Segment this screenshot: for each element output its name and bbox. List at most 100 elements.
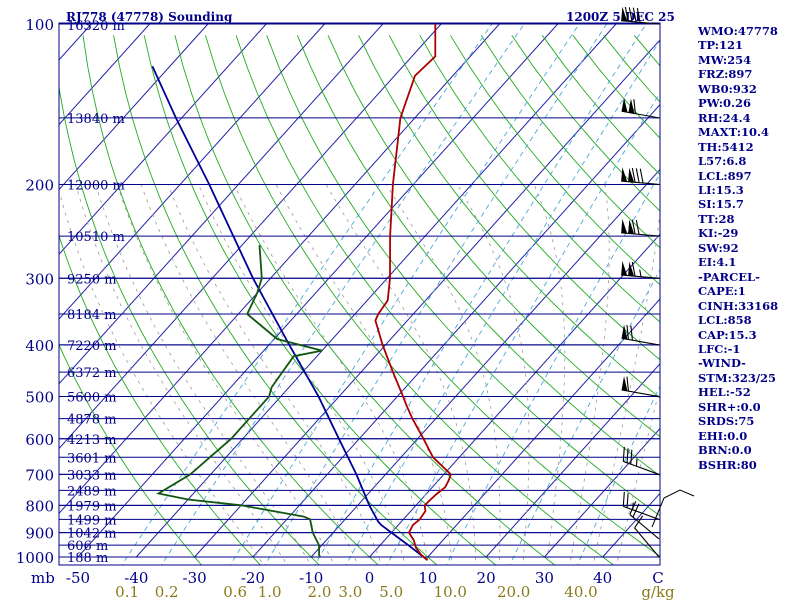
- wind-profile: [621, 6, 695, 558]
- mixing-ratio-tick-label: 0.1: [115, 583, 139, 600]
- index-item: SHR+:0.0: [698, 399, 761, 414]
- temperature-tick-label: -40: [124, 569, 148, 587]
- pressure-tick-label: 1000: [16, 549, 54, 567]
- index-item: LFC:-1: [698, 341, 741, 356]
- isotherm-line: [369, 233, 660, 558]
- wind-barb: [621, 6, 660, 25]
- isotherm-line: [59, 23, 325, 320]
- wind-barb: [621, 324, 660, 346]
- mixing-ratio-line: [229, 23, 580, 565]
- index-item: EHI:0.0: [698, 428, 748, 443]
- temperature-unit-label: C: [652, 569, 663, 587]
- mixing-ratio-tick-label: 3.0: [338, 583, 362, 600]
- index-item: FRZ:897: [698, 67, 753, 82]
- isotherm-line: [252, 103, 660, 558]
- mixing-ratio-line: [314, 23, 647, 565]
- height-tick-label: 3033 m: [67, 468, 117, 483]
- wind-barb: [622, 491, 660, 520]
- mixing-ratio-unit-label: g/kg: [641, 583, 675, 600]
- index-item: -WIND-: [698, 356, 746, 371]
- height-tick-label: 188 m: [67, 551, 108, 566]
- dry-adiabat-line: [450, 35, 660, 286]
- moist-adiabat-line: [233, 184, 430, 565]
- temperature-tick-label: -30: [183, 569, 207, 587]
- moist-adiabat-line: [59, 189, 265, 565]
- pressure-tick-label: 800: [25, 497, 54, 515]
- height-tick-label: 12000 m: [67, 178, 125, 193]
- wind-barb: [622, 446, 660, 475]
- moist-adiabat-line: [533, 184, 566, 565]
- moist-adiabat-line: [385, 184, 501, 565]
- storm-motion-trace: [651, 489, 695, 528]
- pressure-tick-label: 400: [25, 337, 54, 355]
- index-item: TH:5412: [698, 139, 754, 154]
- height-tick-label: 6372 m: [67, 366, 117, 381]
- index-item: LCL:897: [698, 168, 752, 183]
- mixing-ratio-tick-label: 40.0: [564, 583, 597, 600]
- index-item: -PARCEL-: [698, 269, 760, 284]
- pressure-tick-label: 100: [25, 16, 54, 34]
- stability-indices-panel: WMO:47778 TP:121 MW:254 FRZ:897 WB0:932 PW:0.…: [698, 24, 778, 472]
- index-item: L57:6.8: [698, 154, 747, 169]
- dry-adiabat-line: [205, 35, 615, 565]
- height-tick-label: 4213 m: [67, 433, 117, 448]
- dry-adiabat-line: [419, 35, 660, 323]
- index-item: BRN:0.0: [698, 443, 752, 458]
- temperature-tick-label: 30: [535, 569, 554, 587]
- dry-adiabat-line: [174, 35, 556, 565]
- moist-adiabat-line: [592, 209, 660, 565]
- index-item: SW:92: [698, 240, 739, 255]
- sounding-title: RJ778 (47778) Sounding: [66, 10, 233, 24]
- height-tick-label: 9250 m: [67, 272, 117, 287]
- isotherm-line: [59, 23, 209, 191]
- index-item: CAP:15.3: [698, 327, 757, 342]
- dry-adiabat-line: [59, 343, 202, 565]
- moist-adiabat-line: [75, 184, 288, 565]
- dry-adiabat-line: [235, 35, 660, 557]
- pressure-tick-label: 900: [25, 525, 54, 543]
- dry-adiabat-line: [59, 83, 320, 565]
- pressure-unit-label: mb: [31, 569, 55, 587]
- moist-adiabat-line: [198, 184, 406, 565]
- dry-adiabat-line: [266, 35, 660, 517]
- index-item: TP:121: [698, 38, 744, 53]
- isotherm-line: [544, 427, 660, 558]
- temperature-tick-label: -10: [299, 569, 323, 587]
- temperature-tick-label: 0: [365, 569, 375, 587]
- dry-adiabat-line: [787, 35, 800, 568]
- temperature-tick-label: -20: [241, 569, 265, 587]
- mixing-ratio-tick-label: 2.0: [308, 583, 332, 600]
- index-item: LCL:858: [698, 313, 752, 328]
- index-item: LI:15.3: [698, 182, 744, 197]
- isotherm-line: [77, 23, 559, 558]
- temperature-tick-label: 40: [593, 569, 612, 587]
- moist-adiabat-line: [275, 184, 453, 565]
- dry-adiabat-line: [296, 35, 660, 477]
- isotherm-line: [485, 363, 660, 558]
- dewpoint-profile-line: [156, 245, 323, 558]
- pressure-tick-label: 700: [25, 466, 54, 484]
- isotherm-line: [59, 23, 267, 255]
- index-item: BSHR:80: [698, 457, 757, 472]
- temperature-profile-line: [374, 24, 452, 561]
- temperature-tick-label: 10: [418, 569, 437, 587]
- pressure-tick-label: 500: [25, 389, 54, 407]
- mixing-ratio-tick-label: 1.0: [258, 583, 282, 600]
- height-tick-label: 2489 m: [67, 484, 117, 499]
- wind-barb: [621, 167, 660, 185]
- mixing-ratio-line: [576, 385, 660, 565]
- dry-adiabat-line: [113, 35, 438, 565]
- pressure-tick-label: 200: [25, 176, 54, 194]
- dry-adiabat-line: [59, 234, 261, 565]
- mixing-ratio-line: [386, 92, 660, 565]
- index-item: MAXT:10.4: [698, 125, 769, 140]
- index-item: SRDS:75: [698, 414, 755, 429]
- moist-adiabat-line: [457, 184, 530, 565]
- mixing-ratio-line: [160, 23, 525, 565]
- dry-adiabat-line: [143, 35, 497, 565]
- parcel-trace-line: [151, 65, 428, 561]
- index-item: HEL:-52: [698, 385, 751, 400]
- index-item: WB0:932: [698, 81, 757, 96]
